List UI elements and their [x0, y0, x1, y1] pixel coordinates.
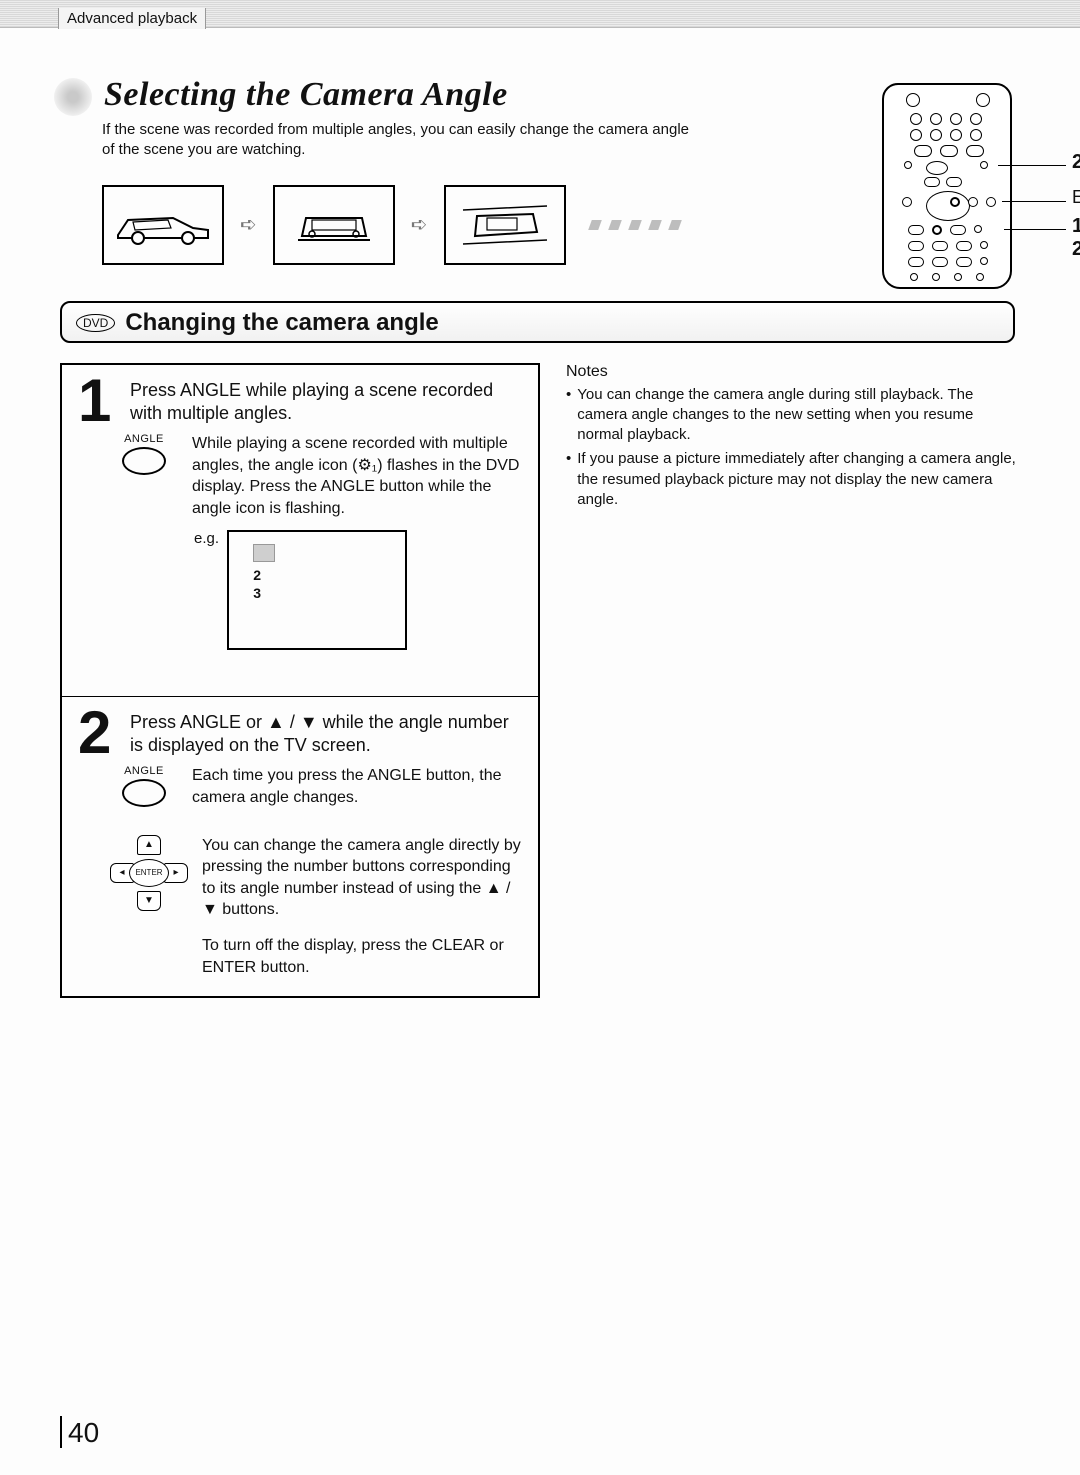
page-content: Selecting the Camera Angle If the scene …: [0, 28, 1080, 998]
step-2-body-1: Each time you press the ANGLE button, th…: [192, 765, 522, 808]
section-header: DVD Changing the camera angle: [60, 301, 1015, 343]
notes-heading: Notes: [566, 363, 1016, 381]
car-side-icon: [113, 200, 213, 250]
angle-button-icon: [122, 447, 166, 475]
step-2-body-2: You can change the camera angle directly…: [202, 835, 522, 921]
continuation-dashes: [590, 220, 680, 230]
step-1-head: Press ANGLE while playing a scene record…: [130, 377, 522, 426]
page-title: Selecting the Camera Angle: [104, 76, 508, 114]
step-1-box: 1 Press ANGLE while playing a scene reco…: [60, 363, 540, 696]
eg-line-3: 3: [253, 584, 405, 602]
remote-body: [882, 83, 1012, 289]
step-2-body-3: To turn off the display, press the CLEAR…: [202, 935, 522, 978]
arrow-icon: ➪: [411, 212, 428, 237]
eg-label: e.g.: [194, 530, 219, 547]
notes-item-2: If you pause a picture immediately after…: [566, 449, 1016, 510]
remote-diagram: 2 ENTER 1, 2: [882, 83, 1012, 289]
remote-callout-enter: ENTER: [1072, 187, 1080, 208]
remote-callout-12: 1, 2: [1072, 215, 1080, 261]
angle-button-label: ANGLE: [114, 433, 174, 445]
header-tab-label: Advanced playback: [58, 8, 206, 29]
step-number-2: 2: [78, 709, 122, 758]
section-title: Changing the camera angle: [125, 309, 438, 337]
eg-highlight-icon: [253, 544, 275, 562]
nav-pad-icon: ▲ ▼ ◂ ▸ ENTER: [114, 835, 184, 911]
arrow-icon: ➪: [240, 212, 257, 237]
header-bar: Advanced playback: [0, 0, 1080, 28]
angle-button-icon: [122, 779, 166, 807]
step-2-head: Press ANGLE or ▲ / ▼ while the angle num…: [130, 709, 522, 758]
angle-illustration-3: [444, 185, 566, 265]
step-number-1: 1: [78, 377, 122, 426]
page-subtitle: If the scene was recorded from multiple …: [102, 120, 702, 161]
remote-callout-2: 2: [1072, 151, 1080, 174]
notes-item-1: You can change the camera angle during s…: [566, 385, 1016, 446]
eg-line-2: 2: [253, 566, 405, 584]
enter-button-icon: ENTER: [129, 859, 169, 887]
dvd-tag: DVD: [76, 314, 115, 332]
car-front-icon: [284, 200, 384, 250]
angle-illustration-2: [273, 185, 395, 265]
step-1-body: While playing a scene recorded with mult…: [192, 433, 522, 519]
page-number: 40: [60, 1416, 99, 1449]
angle-button-label: ANGLE: [114, 765, 174, 777]
car-top-icon: [455, 200, 555, 250]
eg-display-box: 2 3: [227, 530, 407, 650]
angle-illustration-1: [102, 185, 224, 265]
notes-column: Notes You can change the camera angle du…: [566, 363, 1016, 999]
step-2-box: 2 Press ANGLE or ▲ / ▼ while the angle n…: [60, 696, 540, 999]
title-ornament-icon: [54, 78, 92, 116]
